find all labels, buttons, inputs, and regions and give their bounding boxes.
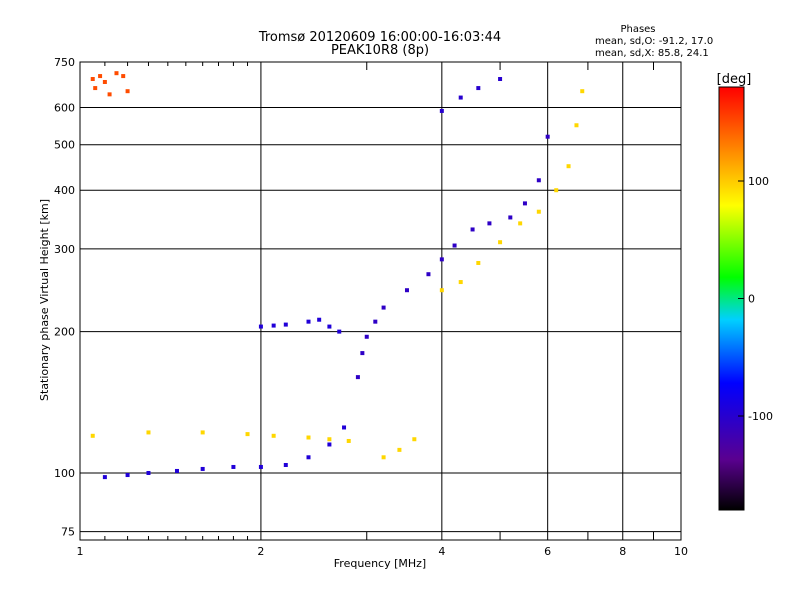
data-point: [327, 324, 332, 329]
data-point: [458, 95, 463, 100]
data-point: [439, 257, 444, 262]
data-point: [373, 319, 378, 324]
data-point: [258, 324, 263, 329]
data-point: [200, 430, 205, 435]
data-point: [426, 272, 431, 277]
chart-grid: [80, 61, 681, 540]
data-point: [498, 240, 503, 245]
data-point: [271, 433, 276, 438]
colorbar-tick-label: 100: [748, 175, 769, 188]
data-point: [306, 455, 311, 460]
data-point: [98, 74, 103, 79]
x-tick-label: 1: [77, 545, 84, 558]
data-point: [125, 89, 130, 94]
data-point: [404, 288, 409, 293]
y-tick-label: 200: [54, 326, 75, 339]
data-point: [545, 134, 550, 139]
data-point: [397, 447, 402, 452]
x-tick-label: 2: [257, 545, 264, 558]
data-point: [498, 77, 503, 82]
data-point: [283, 462, 288, 467]
data-point: [306, 435, 311, 440]
data-point: [381, 455, 386, 460]
x-axis-ticks: 1 2 4 6 8 10: [77, 62, 688, 558]
data-point: [574, 123, 579, 128]
data-point: [317, 317, 322, 322]
data-point: [306, 319, 311, 324]
data-point: [439, 108, 444, 113]
data-point: [90, 433, 95, 438]
data-point: [476, 260, 481, 265]
data-point: [90, 77, 95, 82]
data-point: [364, 334, 369, 339]
phase-stats-x: mean, sd,X: 85.8, 24.1: [595, 48, 709, 59]
data-points: [90, 71, 585, 480]
data-point: [102, 79, 107, 84]
y-tick-label: 600: [54, 102, 75, 115]
plot-frame: [79, 61, 682, 541]
x-tick-label: 6: [544, 545, 551, 558]
data-point: [146, 430, 151, 435]
data-point: [125, 473, 130, 478]
data-point: [107, 92, 112, 97]
data-point: [458, 280, 463, 285]
data-point: [121, 74, 126, 79]
y-tick-label: 100: [54, 467, 75, 480]
data-point: [566, 164, 571, 169]
data-point: [114, 71, 119, 76]
y-axis-label: Stationary phase Virtual Height [km]: [38, 199, 51, 401]
data-point: [360, 351, 365, 356]
data-point: [174, 468, 179, 473]
data-point: [381, 305, 386, 310]
colorbar-tick-label: 0: [748, 293, 755, 306]
y-tick-label: 750: [54, 56, 75, 69]
colorbar-ticks: 100 0 -100: [738, 175, 773, 423]
data-point: [522, 201, 527, 206]
x-axis-label: Frequency [MHz]: [334, 557, 426, 570]
data-point: [231, 464, 236, 469]
data-point: [200, 466, 205, 471]
y-tick-label: 300: [54, 243, 75, 256]
phase-stats-heading: Phases: [620, 24, 655, 35]
data-point: [518, 221, 523, 226]
x-tick-label: 8: [619, 545, 626, 558]
data-point: [271, 323, 276, 328]
data-point: [346, 438, 351, 443]
data-point: [355, 375, 360, 380]
data-point: [476, 86, 481, 91]
y-tick-label: 400: [54, 184, 75, 197]
data-point: [93, 86, 98, 91]
x-tick-label: 10: [674, 545, 688, 558]
data-point: [412, 437, 417, 442]
phase-stats-o: mean, sd,O: -91.2, 17.0: [595, 36, 713, 47]
data-point: [258, 464, 263, 469]
data-point: [536, 209, 541, 214]
colorbar-label: [deg]: [717, 72, 752, 87]
data-point: [580, 89, 585, 94]
y-tick-label: 500: [54, 139, 75, 152]
chart-subtitle: PEAK10R8 (8p): [331, 43, 429, 58]
data-point: [452, 243, 457, 248]
data-point: [337, 329, 342, 334]
chart-title: Tromsø 20120609 16:00:00-16:03:44: [258, 30, 501, 45]
data-point: [554, 188, 559, 193]
data-point: [327, 437, 332, 442]
data-point: [102, 475, 107, 480]
data-point: [342, 425, 347, 430]
data-point: [245, 432, 250, 437]
colorbar-tick-label: -100: [748, 410, 773, 423]
data-point: [283, 322, 288, 327]
data-point: [439, 288, 444, 293]
data-point: [327, 442, 332, 447]
data-point: [508, 215, 513, 220]
data-point: [536, 178, 541, 183]
data-point: [470, 227, 475, 232]
y-axis-ticks: 75 100 200 300 400 500 600 750: [54, 56, 75, 539]
x-tick-label: 4: [438, 545, 445, 558]
data-point: [146, 470, 151, 475]
data-point: [487, 221, 492, 226]
y-tick-label: 75: [61, 526, 75, 539]
